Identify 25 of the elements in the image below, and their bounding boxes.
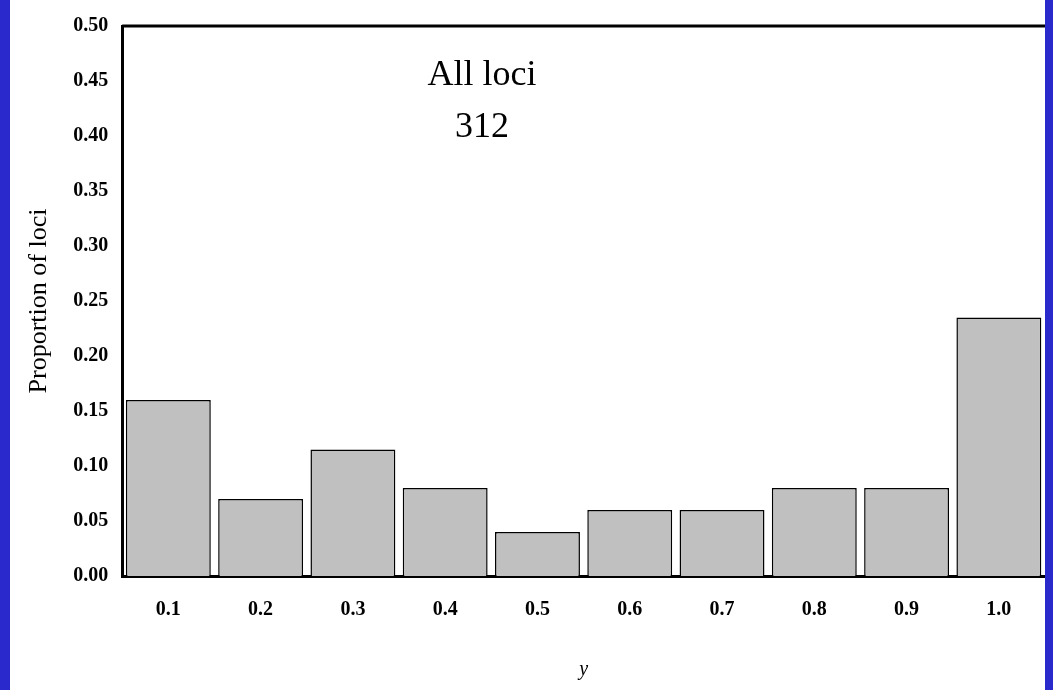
x-tick-label: 0.2 (248, 597, 274, 620)
y-tick-label: 0.50 (73, 13, 109, 36)
x-tick-label: 0.4 (432, 597, 458, 620)
x-tick-label: 0.8 (801, 597, 827, 620)
x-tick-label: 0.7 (709, 597, 735, 620)
y-tick-label: 0.20 (73, 343, 109, 366)
x-tick-label: 0.9 (894, 597, 920, 620)
annotation: 312 (455, 105, 510, 146)
annotation: All loci (427, 53, 537, 94)
y-tick-label: 0.05 (73, 508, 109, 531)
y-tick-label: 0.25 (73, 288, 109, 311)
x-tick-label: 0.1 (155, 597, 181, 620)
x-tick-label: 1.0 (986, 597, 1012, 620)
x-axis-title: y (577, 657, 589, 681)
x-tick-label: 0.6 (617, 597, 643, 620)
y-tick-label: 0.15 (73, 398, 109, 421)
y-tick-label: 0.35 (73, 178, 109, 201)
y-tick-label: 0.10 (73, 453, 109, 476)
x-tick-label: 0.5 (524, 597, 550, 620)
y-tick-label: 0.30 (73, 233, 109, 256)
y-tick-label: 0.00 (73, 563, 109, 586)
y-axis-title: Proportion of loci (23, 208, 53, 394)
y-tick-label: 0.45 (73, 68, 109, 91)
x-tick-label: 0.3 (340, 597, 366, 620)
y-tick-label: 0.40 (73, 123, 109, 146)
